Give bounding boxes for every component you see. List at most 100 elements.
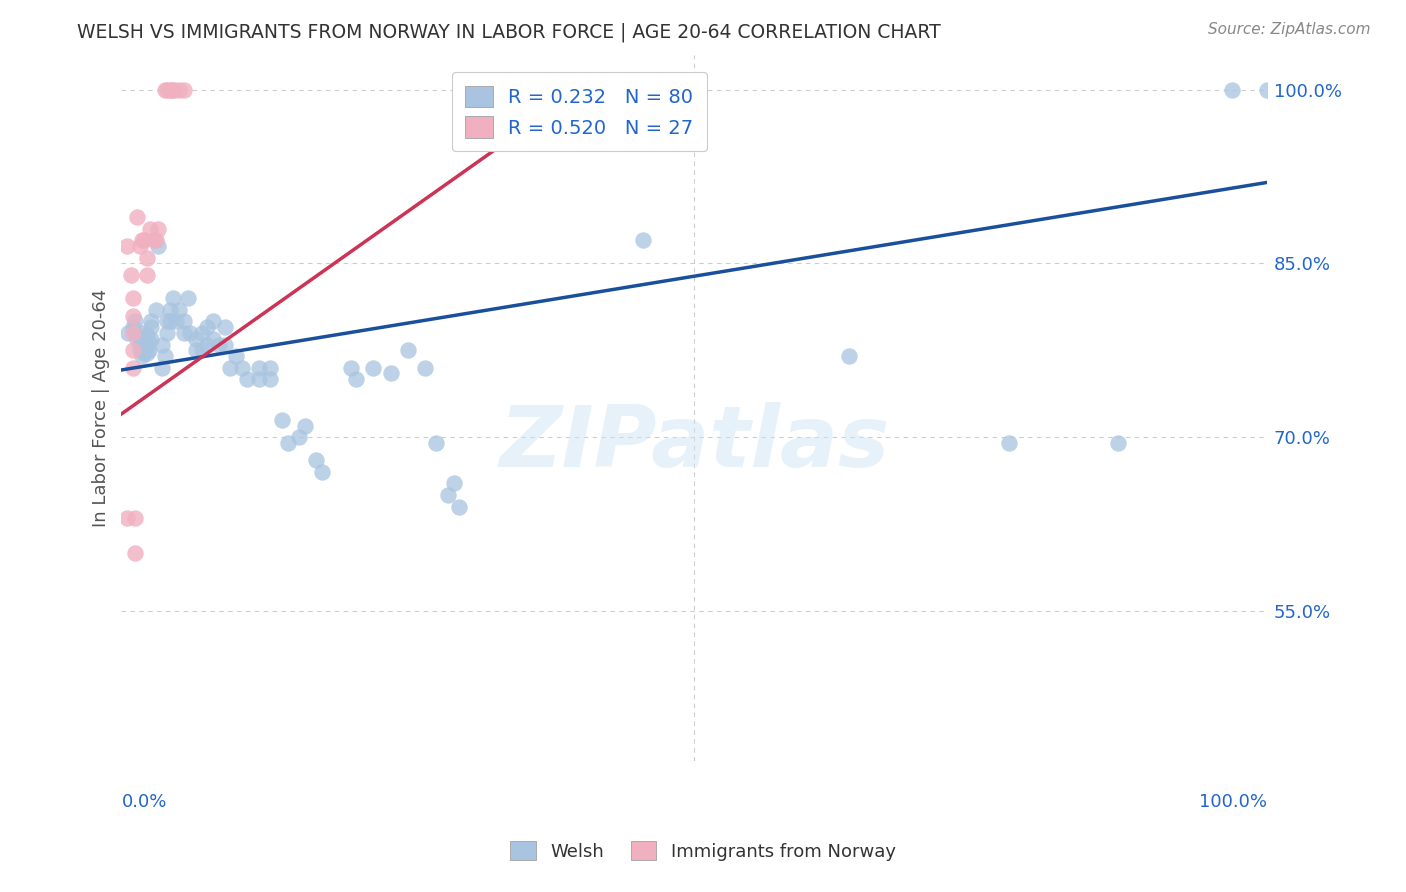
Point <box>156 326 179 340</box>
Point <box>134 333 156 347</box>
Point <box>363 360 385 375</box>
Point <box>179 326 201 340</box>
Point <box>443 476 465 491</box>
Point <box>134 233 156 247</box>
Point <box>150 337 173 351</box>
Legend: R = 0.232   N = 80, R = 0.520   N = 27: R = 0.232 N = 80, R = 0.520 N = 27 <box>451 72 707 152</box>
Legend: Welsh, Immigrants from Norway: Welsh, Immigrants from Norway <box>502 831 904 870</box>
Point <box>131 332 153 346</box>
Point <box>145 302 167 317</box>
Point <box>124 314 146 328</box>
Point <box>225 349 247 363</box>
Point <box>115 239 138 253</box>
Point <box>135 328 157 343</box>
Point <box>259 372 281 386</box>
Point <box>131 349 153 363</box>
Point <box>380 367 402 381</box>
Point <box>141 320 163 334</box>
Point <box>135 268 157 282</box>
Point <box>134 340 156 354</box>
Point <box>146 239 169 253</box>
Text: Source: ZipAtlas.com: Source: ZipAtlas.com <box>1208 22 1371 37</box>
Point <box>305 453 328 467</box>
Point <box>505 83 527 97</box>
Point <box>344 372 367 386</box>
Point <box>231 360 253 375</box>
Point <box>145 233 167 247</box>
Point <box>173 83 195 97</box>
Point <box>159 302 181 317</box>
Point <box>998 436 1021 450</box>
Point <box>190 326 212 340</box>
Point <box>499 83 522 97</box>
Point <box>142 233 165 247</box>
Point <box>141 332 163 346</box>
Point <box>122 320 145 334</box>
Point <box>294 418 316 433</box>
Point <box>159 83 181 97</box>
Point <box>247 372 270 386</box>
Point <box>167 302 190 317</box>
Point <box>396 343 419 358</box>
Point <box>1256 83 1278 97</box>
Point <box>1107 436 1129 450</box>
Point <box>122 309 145 323</box>
Point <box>838 349 860 363</box>
Text: 0.0%: 0.0% <box>121 793 167 811</box>
Point <box>413 360 436 375</box>
Point <box>115 511 138 525</box>
Point <box>219 360 242 375</box>
Point <box>195 320 218 334</box>
Point <box>124 546 146 560</box>
Point <box>247 360 270 375</box>
Point <box>288 430 311 444</box>
Point <box>135 345 157 359</box>
Point <box>214 337 236 351</box>
Point <box>153 83 176 97</box>
Point <box>236 372 259 386</box>
Point <box>184 343 207 358</box>
Point <box>163 83 186 97</box>
Point <box>146 221 169 235</box>
Point <box>1222 83 1244 97</box>
Point <box>128 239 150 253</box>
Point <box>117 326 139 340</box>
Text: ZIPatlas: ZIPatlas <box>499 402 889 485</box>
Point <box>259 360 281 375</box>
Point <box>138 343 160 358</box>
Point <box>128 337 150 351</box>
Point <box>195 337 218 351</box>
Point <box>159 314 181 328</box>
Point <box>150 360 173 375</box>
Point <box>270 413 292 427</box>
Point <box>165 314 187 328</box>
Point <box>311 465 333 479</box>
Point <box>138 335 160 350</box>
Point <box>122 291 145 305</box>
Point <box>156 314 179 328</box>
Point <box>208 337 231 351</box>
Text: WELSH VS IMMIGRANTS FROM NORWAY IN LABOR FORCE | AGE 20-64 CORRELATION CHART: WELSH VS IMMIGRANTS FROM NORWAY IN LABOR… <box>77 22 941 42</box>
Point <box>122 360 145 375</box>
Point <box>120 268 142 282</box>
Point <box>177 291 200 305</box>
Point <box>127 332 149 346</box>
Point <box>141 314 163 328</box>
Point <box>127 210 149 224</box>
Point <box>135 337 157 351</box>
Text: 100.0%: 100.0% <box>1199 793 1267 811</box>
Point <box>517 83 540 97</box>
Point <box>173 326 195 340</box>
Point <box>134 345 156 359</box>
Point <box>128 343 150 358</box>
Point <box>631 233 654 247</box>
Point <box>339 360 361 375</box>
Point <box>131 233 153 247</box>
Point <box>135 251 157 265</box>
Point <box>122 343 145 358</box>
Point <box>160 83 183 97</box>
Point <box>184 332 207 346</box>
Point <box>276 436 298 450</box>
Point <box>173 314 195 328</box>
Point <box>214 320 236 334</box>
